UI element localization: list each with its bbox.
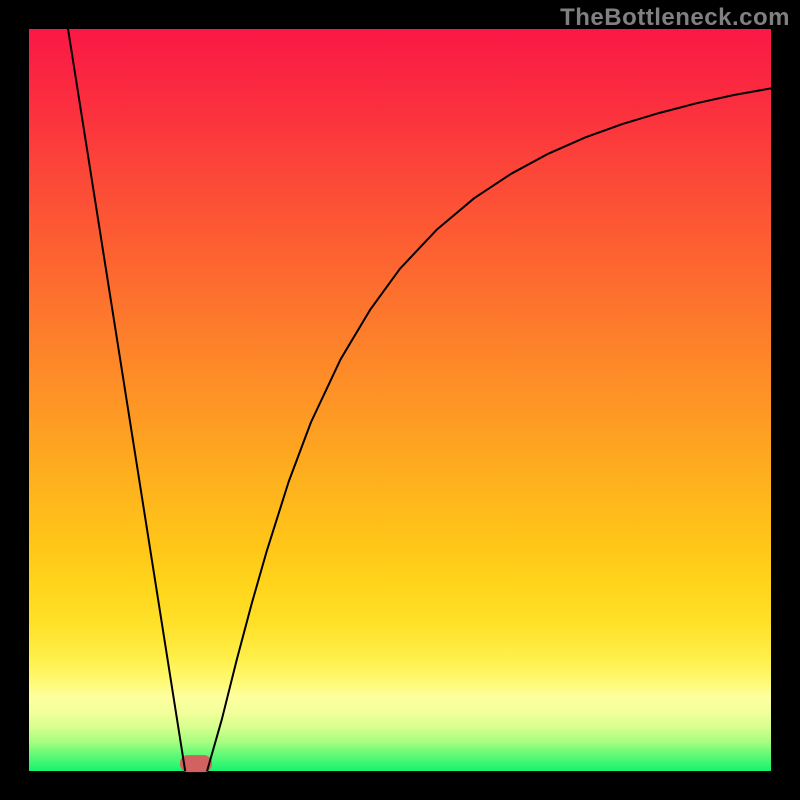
watermark-text: TheBottleneck.com (560, 4, 790, 32)
chart-container: { "watermark": { "text": "TheBottleneck.… (0, 0, 800, 800)
bottleneck-chart (0, 0, 800, 800)
plot-background (29, 29, 771, 771)
